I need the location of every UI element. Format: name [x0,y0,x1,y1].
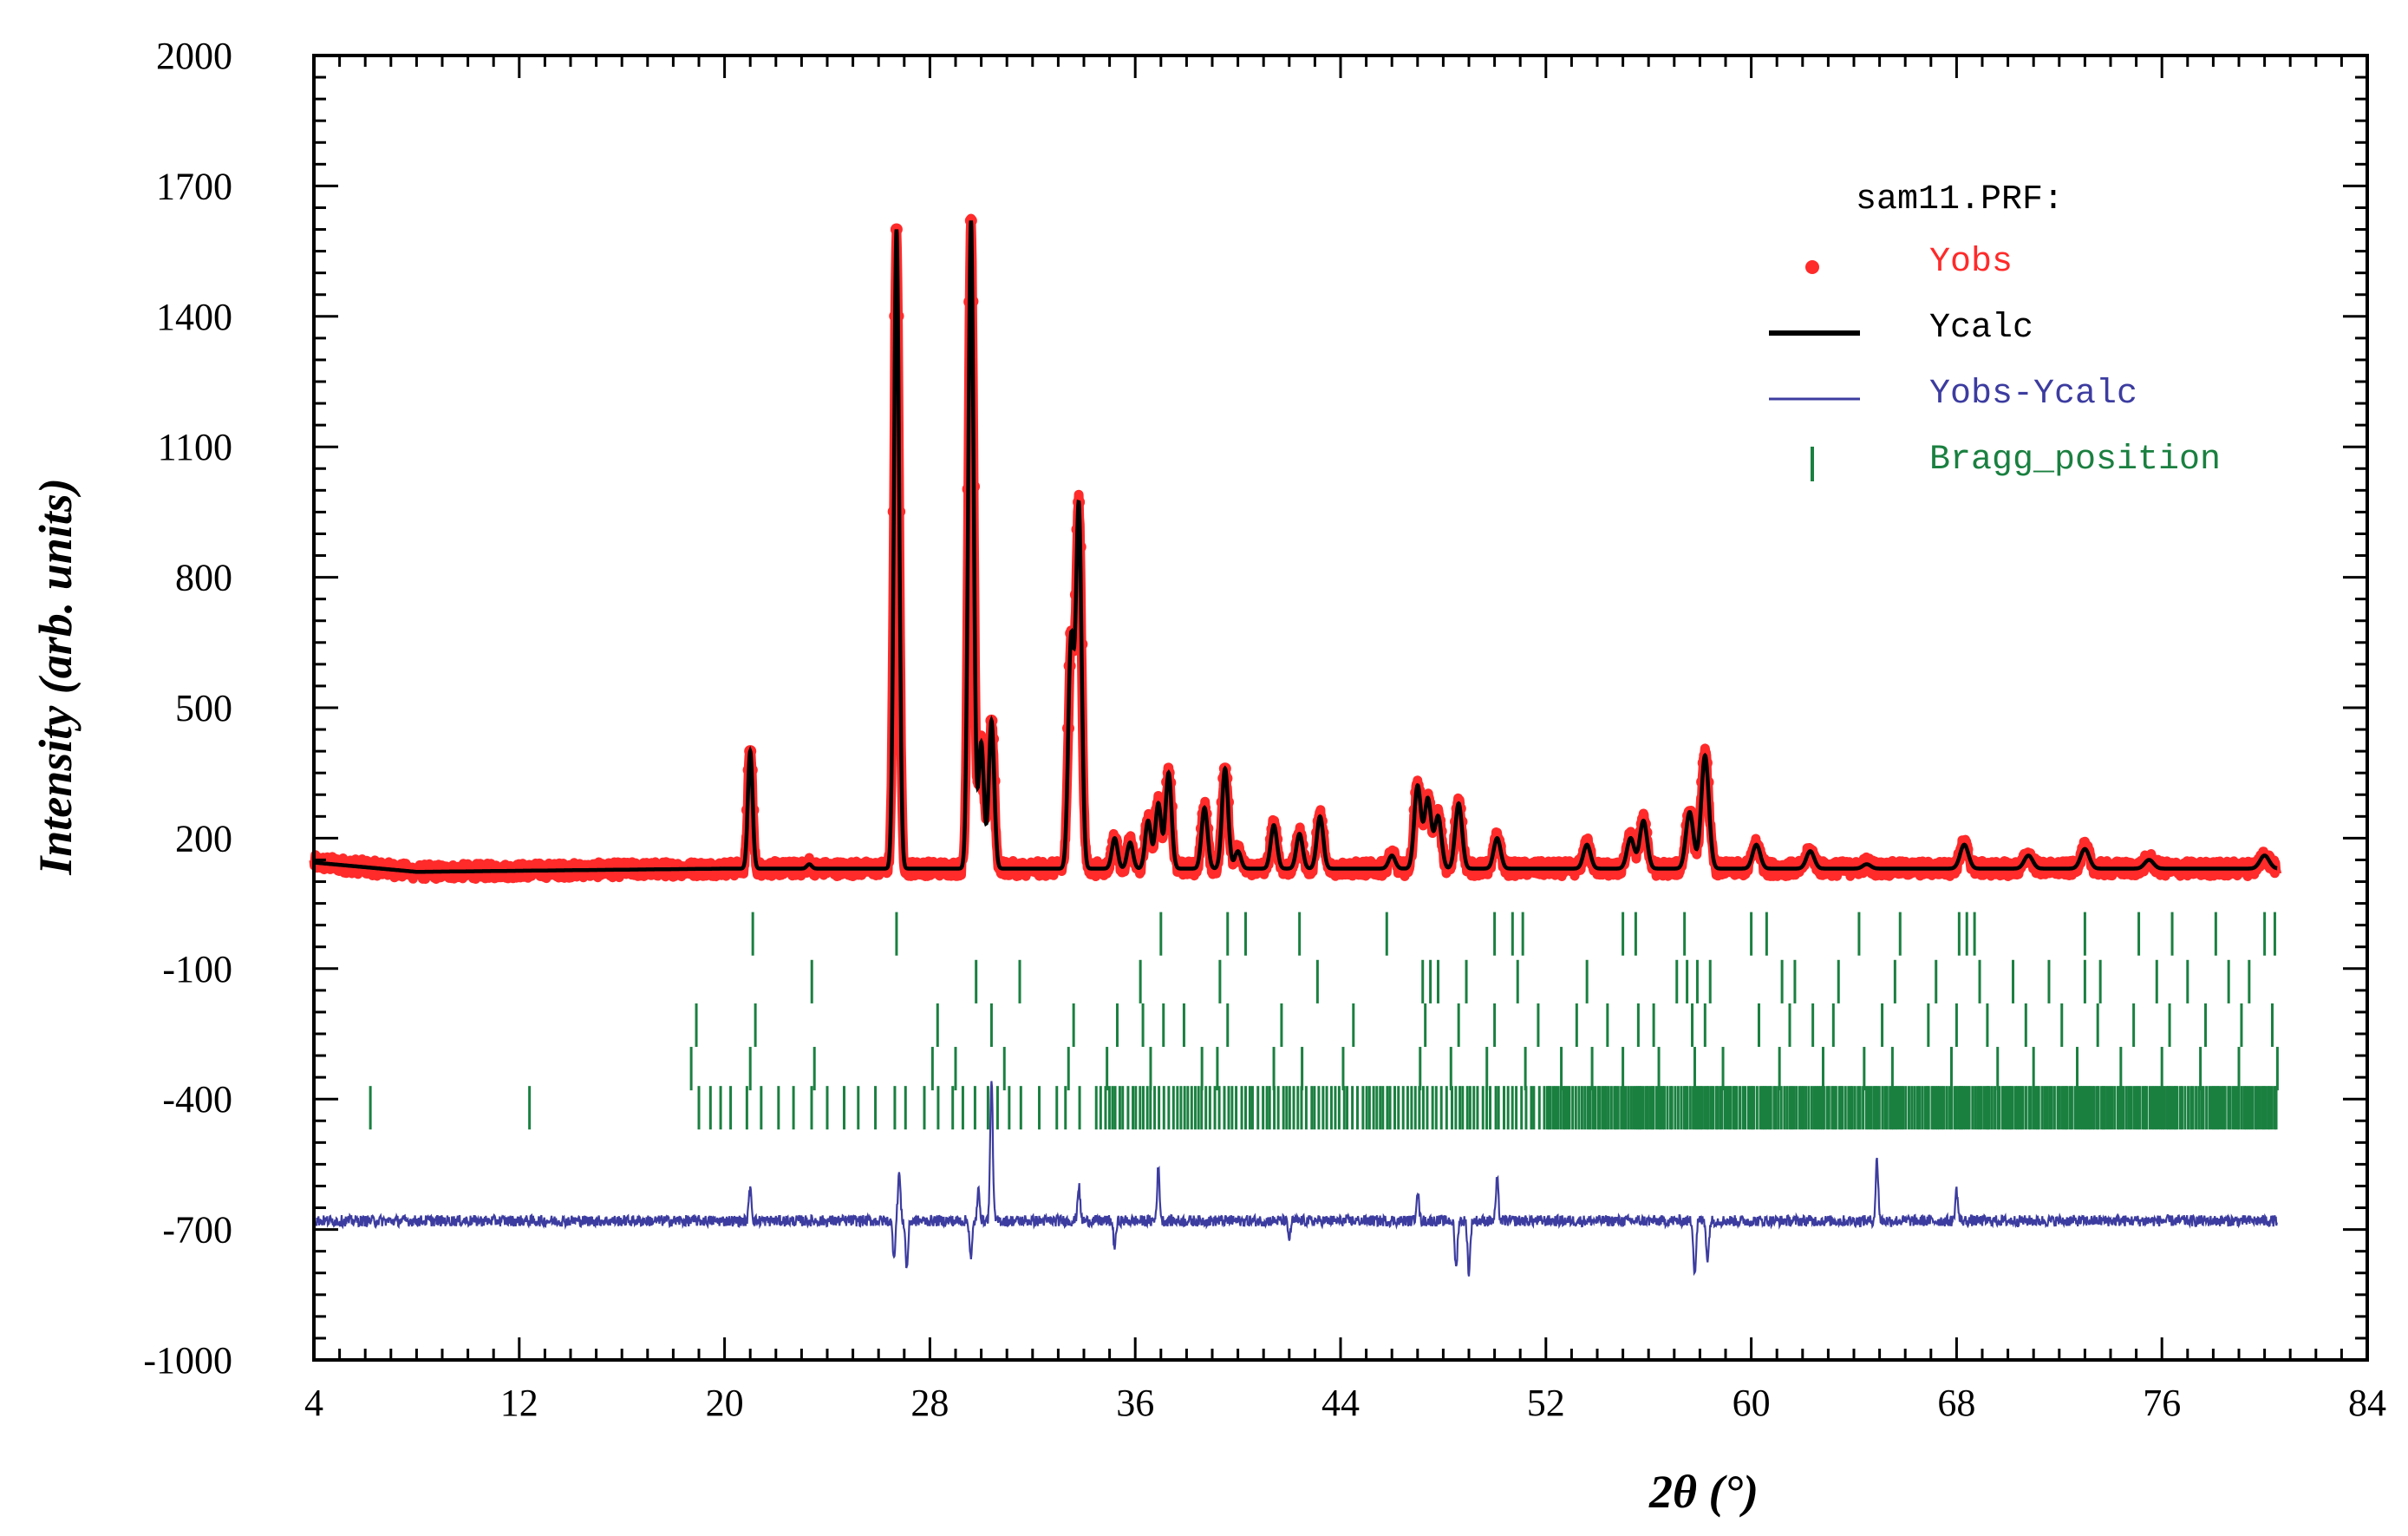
x-tick-label: 84 [2348,1382,2386,1424]
x-tick-label: 52 [1527,1382,1565,1424]
legend-diff-label: Yobs-Ycalc [1929,375,2137,414]
legend: sam11.PRF: Yobs Ycalc Yobs-Ycalc Bragg_p… [1769,180,2221,481]
tick-labels: 4 12 20 28 36 44 52 60 68 76 84 -1000 -700 -400 -100 20… [143,35,2386,1424]
plot-frame [312,54,2369,1362]
legend-yobs-label: Yobs [1929,243,2013,282]
y-tick-label: 200 [175,817,232,860]
y-tick-label: -400 [162,1078,232,1121]
x-tick-label: 20 [706,1382,744,1424]
y-tick-label: -1000 [143,1339,232,1382]
legend-yobs-marker [1805,260,1819,274]
x-axis-label: 2θ (°) [1648,1466,1759,1518]
legend-bragg-label: Bragg_position [1929,441,2221,480]
y-tick-label: 2000 [156,35,232,77]
y-tick-label: 1100 [158,426,232,468]
x-tick-label: 36 [1116,1382,1154,1424]
y-tick-label: 800 [175,557,232,599]
x-tick-label: 4 [304,1382,323,1424]
yobs-ycalc-series [313,1081,2278,1277]
y-tick-label: 1400 [156,296,232,338]
y-axis-label: Intensity (arb. units) [29,478,82,876]
y-tick-label: 500 [175,687,232,729]
x-tick-label: 68 [1937,1382,1975,1424]
legend-title: sam11.PRF: [1856,180,2064,219]
y-tick-label: -700 [162,1209,232,1252]
legend-ycalc-label: Ycalc [1929,309,2033,348]
y-tick-label: -100 [162,948,232,990]
bragg-ticks [369,912,2279,1130]
ycalc-series [313,220,2278,874]
y-tick-label: 1700 [156,165,232,207]
x-tick-label: 44 [1321,1382,1360,1424]
x-tick-label: 28 [910,1382,949,1424]
x-tick-label: 12 [500,1382,538,1424]
x-tick-label: 76 [2143,1382,2181,1424]
x-tick-label: 60 [1733,1382,1771,1424]
